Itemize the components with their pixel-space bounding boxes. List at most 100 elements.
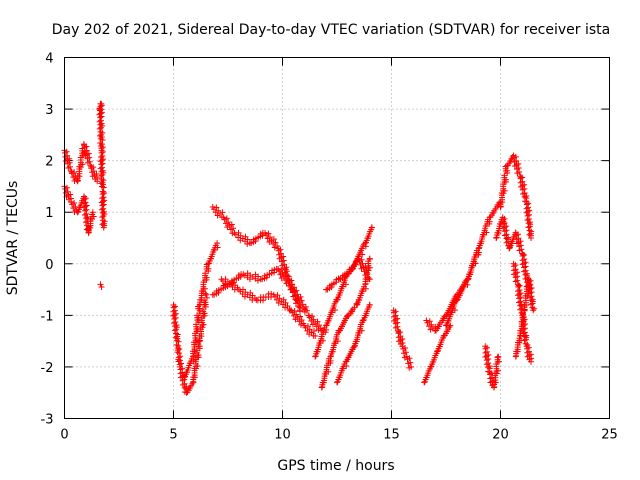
data-point-fill bbox=[490, 379, 497, 386]
data-point-fill bbox=[97, 103, 104, 110]
data-point-fill bbox=[219, 209, 226, 216]
data-point-fill bbox=[183, 369, 190, 376]
data-point-fill bbox=[448, 309, 455, 316]
data-point-fill bbox=[466, 271, 473, 278]
data-point-fill bbox=[190, 374, 197, 381]
data-point-fill bbox=[223, 215, 230, 222]
data-point-fill bbox=[74, 172, 81, 179]
data-point bbox=[421, 379, 428, 386]
data-point-fill bbox=[202, 299, 209, 306]
data-point-fill bbox=[316, 322, 323, 329]
data-point bbox=[296, 307, 303, 314]
data-point-fill bbox=[516, 169, 523, 176]
data-point-fill bbox=[444, 328, 451, 335]
data-point-fill bbox=[297, 293, 304, 300]
data-point-fill bbox=[349, 308, 356, 315]
data-point-fill bbox=[364, 270, 371, 277]
data-point-fill bbox=[82, 219, 89, 226]
data-point-fill bbox=[334, 338, 341, 345]
data-point-fill bbox=[303, 307, 310, 314]
ticks: 0 5 10 15 20 25 -3 -2 -1 0 1 2 3 4 bbox=[41, 52, 618, 443]
data-point-fill bbox=[189, 348, 196, 355]
data-point-fill bbox=[284, 302, 291, 309]
data-point-fill bbox=[297, 313, 304, 320]
data-point-fill bbox=[425, 367, 432, 374]
data-point-fill bbox=[97, 135, 104, 142]
data-point-fill bbox=[98, 168, 105, 175]
data-point-fill bbox=[440, 315, 447, 322]
data-point-fill bbox=[278, 266, 285, 273]
data-point-fill bbox=[319, 331, 326, 338]
data-point-fill bbox=[494, 367, 501, 374]
data-point-fill bbox=[67, 163, 74, 170]
data-point-fill bbox=[252, 238, 259, 245]
data-point-fill bbox=[64, 188, 71, 195]
data-point-fill bbox=[316, 339, 323, 346]
data-point bbox=[368, 224, 375, 231]
data-point-fill bbox=[331, 340, 338, 347]
data-point-fill bbox=[99, 167, 106, 174]
data-point-fill bbox=[280, 296, 287, 303]
data-point bbox=[506, 245, 513, 252]
data-point-fill bbox=[423, 374, 430, 381]
data-points bbox=[61, 100, 537, 396]
data-point-fill bbox=[259, 232, 266, 239]
data-point-fill bbox=[293, 311, 300, 318]
data-point bbox=[205, 260, 212, 267]
data-point-fill bbox=[100, 156, 107, 163]
data-point-fill bbox=[97, 140, 104, 147]
data-point-fill bbox=[358, 327, 365, 334]
data-point-fill bbox=[174, 349, 181, 356]
data-point-fill bbox=[314, 318, 321, 325]
data-point-fill bbox=[193, 336, 200, 343]
data-point-fill bbox=[282, 299, 289, 306]
y-tick-label: 3 bbox=[45, 103, 53, 118]
data-point-fill bbox=[366, 228, 373, 235]
data-point-fill bbox=[271, 269, 278, 276]
data-point-fill bbox=[97, 114, 104, 121]
data-point-fill bbox=[98, 106, 105, 113]
chart-title: Day 202 of 2021, Sidereal Day-to-day VTE… bbox=[52, 22, 610, 38]
data-point-fill bbox=[283, 272, 290, 279]
data-point-fill bbox=[517, 327, 524, 334]
data-point-fill bbox=[319, 337, 326, 344]
data-point-fill bbox=[363, 267, 370, 274]
data-point-fill bbox=[451, 307, 458, 314]
data-point bbox=[493, 235, 500, 241]
data-point-fill bbox=[483, 229, 490, 236]
data-point-fill bbox=[445, 317, 452, 324]
data-point bbox=[434, 348, 441, 355]
data-point-fill bbox=[97, 110, 104, 117]
data-point-fill bbox=[333, 331, 340, 338]
data-point-fill bbox=[284, 275, 291, 282]
data-point-fill bbox=[214, 244, 221, 251]
data-point-fill bbox=[508, 240, 515, 247]
data-point-fill bbox=[210, 246, 217, 253]
y-tick-label: -2 bbox=[41, 361, 54, 376]
data-point-fill bbox=[469, 262, 476, 269]
data-point-fill bbox=[486, 363, 493, 370]
data-point-fill bbox=[331, 307, 338, 314]
data-point-fill bbox=[521, 301, 528, 308]
data-point-fill bbox=[482, 223, 489, 230]
data-point bbox=[312, 353, 319, 360]
data-point-fill bbox=[194, 325, 201, 332]
data-point-fill bbox=[90, 164, 97, 171]
data-point-fill bbox=[87, 215, 94, 222]
y-tick-label: 2 bbox=[45, 155, 53, 170]
data-point-fill bbox=[101, 197, 108, 204]
data-point-fill bbox=[332, 279, 339, 286]
data-point-fill bbox=[426, 318, 433, 325]
data-point bbox=[203, 291, 210, 298]
data-point-fill bbox=[98, 157, 105, 164]
x-tick-label: 20 bbox=[492, 428, 509, 443]
y-tick-label: 0 bbox=[45, 258, 53, 273]
data-point-fill bbox=[244, 241, 251, 248]
data-point-fill bbox=[237, 273, 244, 280]
data-point-fill bbox=[67, 191, 74, 198]
data-point bbox=[360, 317, 367, 324]
data-point-fill bbox=[523, 192, 530, 199]
data-point bbox=[214, 240, 221, 247]
data-point-fill bbox=[464, 281, 471, 288]
